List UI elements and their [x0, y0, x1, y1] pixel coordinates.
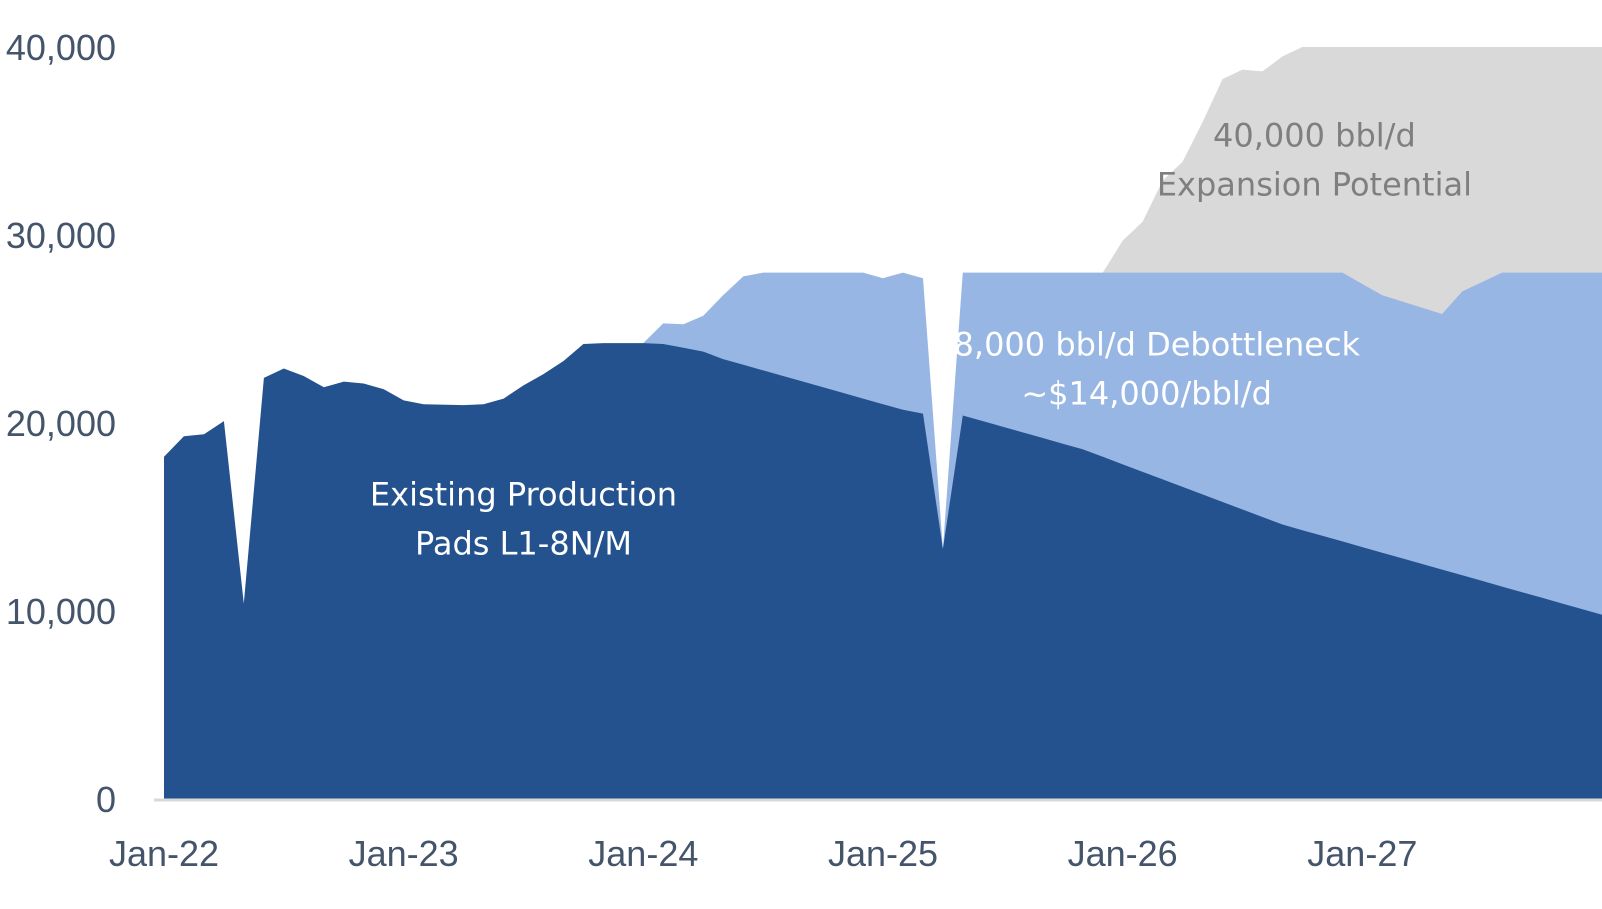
x-tick-label: Jan-24 — [588, 833, 698, 874]
y-tick-label: 40,000 — [6, 27, 116, 68]
series-label-line: Pads L1-8N/M — [415, 525, 632, 563]
series-label-line: ~$14,000/bbl/d — [1021, 374, 1272, 412]
x-tick-label: Jan-22 — [109, 833, 219, 874]
y-tick-label: 0 — [96, 779, 116, 820]
series-label-line: 28,000 bbl/d Debottleneck — [933, 325, 1360, 363]
area-series-group — [164, 47, 1602, 800]
y-tick-label: 20,000 — [6, 403, 116, 444]
x-tick-label: Jan-25 — [828, 833, 938, 874]
x-axis-ticks: Jan-22 Jan-23 Jan-24 Jan-25 Jan-26 Jan-27 — [109, 833, 1417, 874]
x-tick-label: Jan-23 — [349, 833, 459, 874]
y-tick-label: 30,000 — [6, 215, 116, 256]
series-labels: Existing Production Pads L1-8N/M 28,000 bb… — [370, 117, 1472, 563]
x-tick-label: Jan-26 — [1068, 833, 1178, 874]
y-tick-label: 10,000 — [6, 591, 116, 632]
area-existing-production — [164, 343, 1602, 799]
y-axis-ticks: 0 10,000 20,000 30,000 40,000 — [6, 27, 116, 820]
series-label-line: Existing Production — [370, 476, 677, 514]
series-label-line: Expansion Potential — [1157, 166, 1472, 204]
x-tick-label: Jan-27 — [1307, 833, 1417, 874]
series-label-line: 40,000 bbl/d — [1213, 117, 1416, 155]
